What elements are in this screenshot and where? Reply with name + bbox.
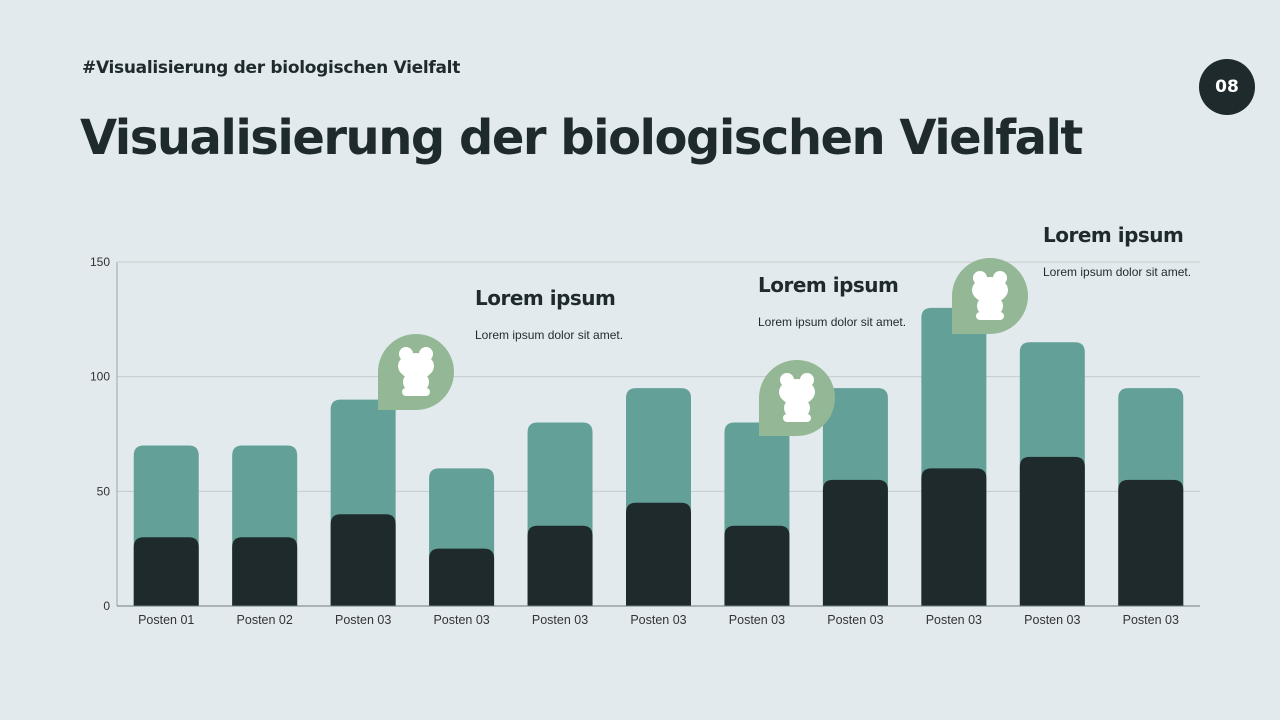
frog-icon bbox=[972, 271, 1008, 320]
frog-badge bbox=[952, 258, 1028, 334]
bar-series-2 bbox=[724, 525, 790, 606]
x-tick-label: Posten 03 bbox=[433, 613, 489, 627]
x-tick-label: Posten 03 bbox=[827, 613, 883, 627]
y-tick-label: 0 bbox=[103, 599, 110, 613]
annotation-3: Lorem ipsum Lorem ipsum dolor sit amet. bbox=[1043, 223, 1191, 279]
annotation-text: Lorem ipsum dolor sit amet. bbox=[1043, 265, 1192, 279]
bar-series-2 bbox=[232, 537, 298, 606]
bar-series-2 bbox=[133, 537, 199, 606]
bar-series-2 bbox=[1118, 479, 1184, 606]
bar-series-2 bbox=[429, 548, 495, 606]
annotation-2: Lorem ipsum Lorem ipsum dolor sit amet. bbox=[758, 273, 906, 329]
x-tick-label: Posten 03 bbox=[729, 613, 785, 627]
y-tick-label: 150 bbox=[90, 255, 110, 269]
x-tick-label: Posten 01 bbox=[138, 613, 194, 627]
frog-badge bbox=[759, 360, 835, 436]
frog-icon bbox=[779, 373, 815, 422]
page-title: Visualisierung der biologischen Vielfalt bbox=[80, 110, 1083, 166]
bar-series-2 bbox=[330, 514, 396, 606]
bar-series-2 bbox=[921, 468, 987, 606]
x-tick-label: Posten 02 bbox=[237, 613, 293, 627]
annotation-text: Lorem ipsum dolor sit amet. bbox=[475, 328, 624, 342]
frog-badge bbox=[378, 334, 454, 410]
x-tick-label: Posten 03 bbox=[926, 613, 982, 627]
x-tick-label: Posten 03 bbox=[335, 613, 391, 627]
x-tick-label: Posten 03 bbox=[1024, 613, 1080, 627]
x-tick-label: Posten 03 bbox=[532, 613, 588, 627]
slide-tag: #Visualisierung der biologischen Vielfal… bbox=[82, 58, 461, 78]
annotation-title: Lorem ipsum bbox=[1043, 223, 1184, 247]
y-tick-label: 100 bbox=[90, 370, 110, 384]
x-tick-label: Posten 03 bbox=[1123, 613, 1179, 627]
bar-series-2 bbox=[626, 502, 691, 606]
page-number-badge: 08 bbox=[1199, 59, 1255, 115]
bar-series-2 bbox=[527, 525, 593, 606]
annotation-1: Lorem ipsum Lorem ipsum dolor sit amet. bbox=[475, 286, 623, 342]
annotation-title: Lorem ipsum bbox=[475, 286, 616, 310]
annotation-title: Lorem ipsum bbox=[758, 273, 899, 297]
frog-icon bbox=[398, 347, 434, 396]
annotation-text: Lorem ipsum dolor sit amet. bbox=[758, 315, 907, 329]
bar-series-2 bbox=[822, 479, 888, 606]
bar-series-2 bbox=[1019, 456, 1085, 606]
y-tick-label: 50 bbox=[97, 484, 111, 498]
x-tick-label: Posten 03 bbox=[630, 613, 686, 627]
